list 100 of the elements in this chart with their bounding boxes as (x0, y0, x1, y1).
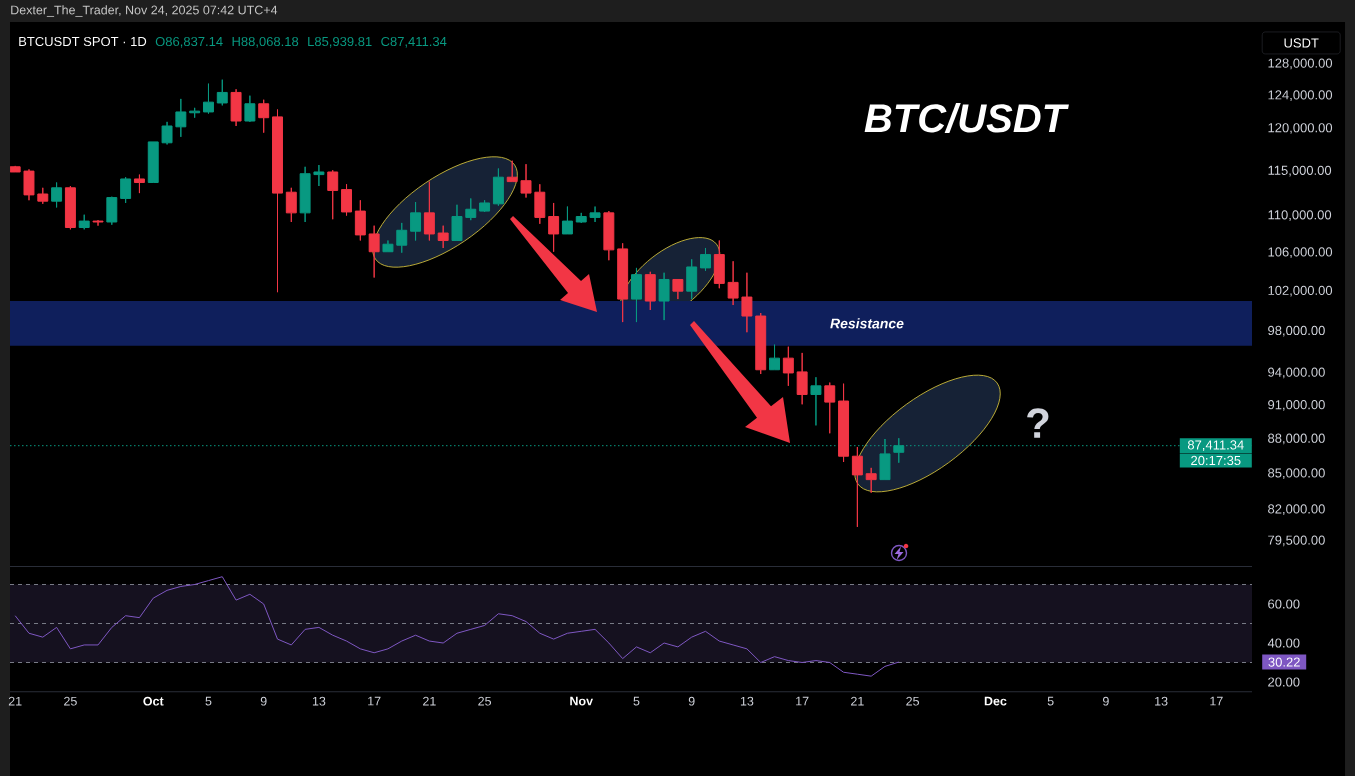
annotation: L85,939.81 (308, 36, 372, 48)
text: Dexter_The_Trader, Nov 24, 2025 07:42 UTC+4 (11, 5, 278, 17)
y-tick-label: 85,000.00 (1268, 468, 1325, 480)
candlestick (782, 346, 794, 387)
candlestick (534, 183, 546, 225)
candlestick (755, 312, 767, 375)
candlestick (603, 210, 615, 261)
candlestick (796, 352, 808, 405)
y-tick-label: 79,500.00 (1268, 535, 1325, 547)
candlestick (644, 271, 656, 311)
y-tick-label: 40.00 (1267, 638, 1300, 648)
candlestick (354, 199, 366, 241)
annotation: C87,411.34 (381, 36, 447, 48)
candlestick (479, 199, 491, 213)
candlestick (617, 242, 629, 323)
candlestick (658, 272, 670, 321)
candlestick (851, 446, 863, 528)
x-tick-label: 5 (1047, 696, 1054, 706)
candlestick (810, 376, 822, 426)
candlestick (258, 99, 270, 134)
x-tick-label: 25 (906, 696, 920, 706)
y-tick-label: 91,000.00 (1268, 400, 1325, 411)
x-tick-label: 21 (423, 696, 436, 706)
x-tick-label: 25 (64, 696, 77, 706)
x-tick-label: 13 (740, 696, 754, 706)
candlestick (216, 79, 228, 106)
x-tick-label: Oct (143, 696, 164, 706)
candlestick (548, 202, 560, 253)
candlestick (23, 168, 35, 201)
candlestick (189, 107, 201, 119)
candlestick (396, 222, 408, 254)
line-series (14, 576, 900, 677)
candlestick (824, 382, 836, 434)
annotation: 20:17:35 (1191, 455, 1241, 466)
candlestick (299, 166, 311, 223)
candlestick (465, 197, 477, 221)
candlestick (285, 187, 297, 223)
x-tick-label: 21 (8, 696, 22, 706)
candlestick (37, 187, 49, 205)
x-tick-label: 5 (205, 696, 212, 706)
candlestick (865, 467, 877, 494)
candlestick (230, 88, 242, 127)
candlestick (575, 212, 587, 224)
y-tick-label: 82,000.00 (1268, 504, 1325, 516)
x-tick-label: Dec (984, 696, 1007, 706)
y-axis-title: USDT (1284, 38, 1319, 48)
annotation: ? (1027, 408, 1049, 438)
candlestick (838, 383, 850, 463)
candlestick (506, 160, 518, 183)
y-tick-label: 106,000.00 (1268, 247, 1333, 259)
x-tick-label: 13 (312, 696, 326, 706)
x-tick-label: 17 (368, 696, 381, 706)
candlestick (727, 260, 739, 306)
candlestick (382, 239, 394, 253)
text: BTCUSDT SPOT · 1D (19, 36, 147, 47)
x-tick-label: 9 (260, 696, 267, 706)
candlestick (672, 278, 684, 300)
candlestick (147, 141, 159, 183)
y-tick-label: 115,000.00 (1268, 165, 1332, 177)
candlestick (78, 214, 90, 230)
x-tick-label: 13 (1155, 696, 1168, 706)
candlestick (203, 83, 214, 115)
y-tick-label: 124,000.00 (1268, 90, 1333, 102)
candlestick (423, 181, 435, 241)
candlestick (520, 163, 532, 199)
y-tick-label: 60.00 (1268, 599, 1300, 609)
annotation: BTC/USDT (864, 103, 1069, 133)
candlestick (133, 174, 145, 194)
candlestick (272, 108, 283, 293)
x-tick-label: 5 (633, 696, 640, 706)
candlestick (175, 98, 187, 138)
y-tick-label: 102,000.00 (1268, 285, 1333, 297)
x-tick-label: 25 (478, 696, 492, 706)
candlestick (686, 258, 698, 300)
band-label: Resistance (830, 318, 904, 329)
candlestick (244, 95, 256, 123)
x-tick-label: 17 (1210, 696, 1223, 706)
candlestick (769, 344, 780, 371)
candlestick (713, 239, 725, 289)
candlestick (341, 183, 352, 217)
ref-line-label: 87,411.34 (1187, 440, 1244, 452)
x-tick-label: 17 (796, 696, 809, 706)
x-tick-label: 9 (688, 696, 695, 706)
candlestick (410, 201, 422, 241)
candlestick (561, 206, 573, 235)
text: 30.22 (1268, 657, 1300, 667)
candlestick (51, 181, 63, 208)
candlestick (106, 196, 118, 226)
annotation: H88,068.18 (232, 36, 299, 48)
candlestick (120, 176, 132, 204)
candlestick (589, 206, 601, 223)
candlestick (631, 267, 642, 323)
candlestick (492, 167, 504, 207)
y-tick-label: 128,000.00 (1268, 58, 1333, 70)
x-tick-label: Nov (570, 696, 593, 706)
candlestick (327, 169, 339, 220)
candlestick (64, 185, 76, 230)
candlestick (741, 272, 753, 333)
candlestick (313, 164, 325, 187)
y-tick-label: 110,000.00 (1268, 210, 1332, 221)
